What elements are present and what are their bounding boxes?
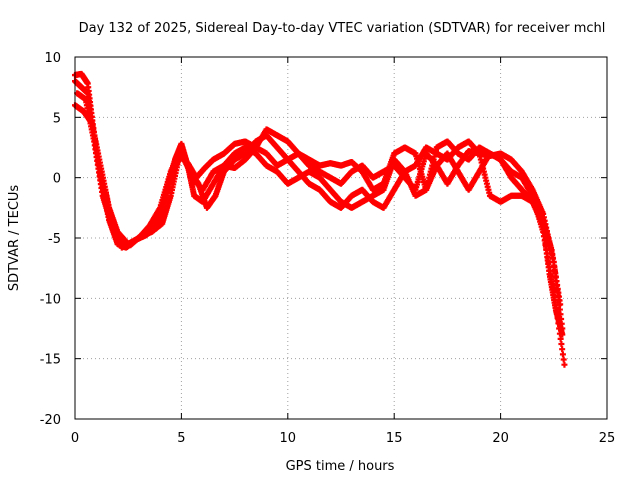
x-tick-label: 10: [280, 431, 297, 446]
data-point: [553, 309, 560, 316]
chart-title: Day 132 of 2025, Sidereal Day-to-day VTE…: [79, 21, 606, 36]
x-tick-label: 5: [177, 431, 185, 446]
y-tick-label: -15: [40, 353, 61, 368]
y-axis-label: SDTVAR / TECUs: [7, 185, 22, 292]
x-tick-label: 20: [492, 431, 509, 446]
y-tick-label: 0: [53, 172, 61, 187]
y-tick-label: 5: [53, 111, 61, 126]
x-axis-label: GPS time / hours: [286, 459, 395, 474]
data-point: [558, 341, 565, 348]
series-track-3: [72, 78, 564, 308]
data-point: [553, 304, 560, 311]
y-tick-label: -5: [48, 232, 61, 247]
data-point: [561, 361, 568, 368]
series-track-1: [72, 70, 566, 338]
data-point: [559, 325, 566, 332]
series-track-4: [74, 90, 566, 332]
y-tick-label: -20: [40, 413, 61, 428]
y-axis-ticks: -20 -15 -10 -5 0 5 10: [40, 51, 607, 428]
data-point: [552, 299, 559, 306]
data-point: [559, 351, 566, 358]
y-tick-label: 10: [44, 51, 61, 66]
data-point: [556, 330, 563, 337]
data-point: [559, 346, 566, 353]
x-tick-label: 25: [599, 431, 616, 446]
data-point: [557, 335, 564, 342]
grid-lines: [75, 57, 607, 419]
x-tick-label: 0: [71, 431, 79, 446]
x-axis-ticks: 0 5 10 15 20 25: [71, 57, 615, 446]
data-point: [560, 356, 567, 363]
y-tick-label: -10: [40, 292, 61, 307]
data-points: [72, 70, 568, 368]
x-tick-label: 15: [386, 431, 403, 446]
